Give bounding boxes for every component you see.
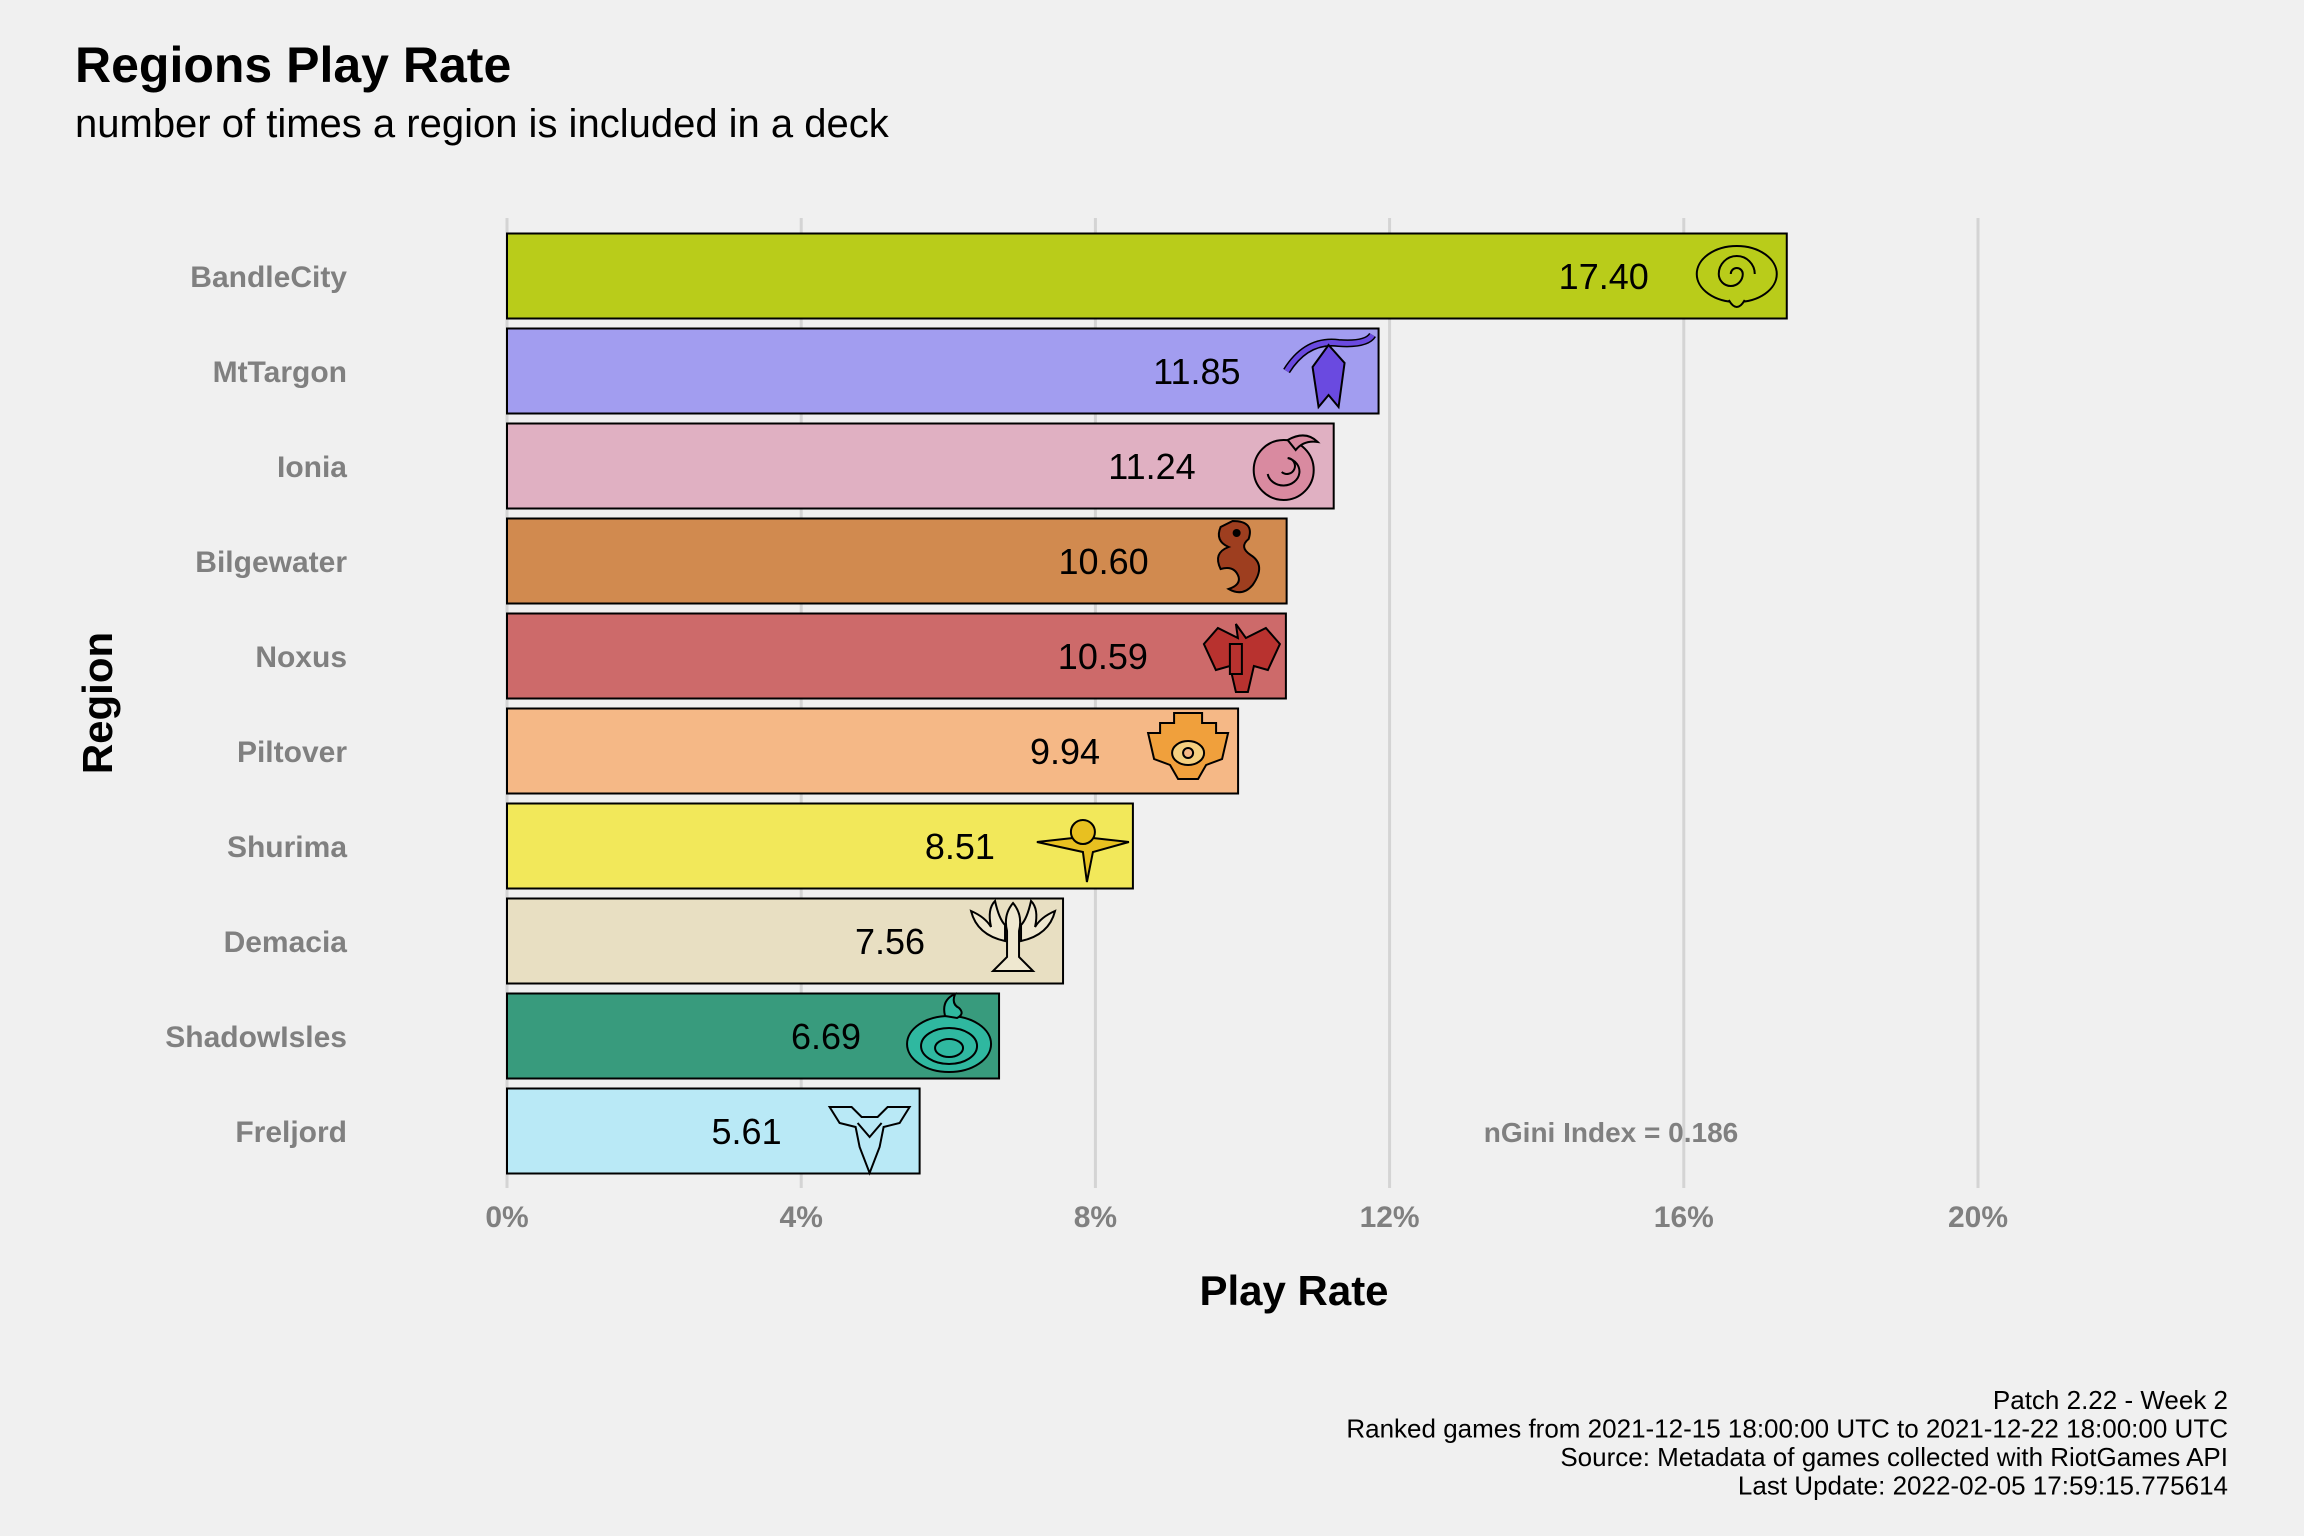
category-label: Ionia [277, 451, 347, 484]
category-label: Shurima [227, 831, 347, 864]
value-label: 8.51 [925, 826, 995, 867]
category-labels: BandleCity MtTargon Ionia Bilgewater Noxus Pi… [165, 261, 347, 1149]
caption-line: Patch 2.22 - Week 2 [1993, 1385, 2228, 1415]
value-label: 5.61 [712, 1111, 782, 1152]
demacia-icon [969, 899, 1057, 972]
value-label: 11.85 [1153, 351, 1240, 392]
y-axis-title: Region [74, 632, 121, 774]
category-label: Demacia [224, 926, 348, 959]
bar [506, 707, 1240, 795]
value-label: 7.56 [855, 921, 925, 962]
shurima-icon [1036, 819, 1130, 883]
bar-group: 7.56 [506, 897, 1065, 985]
bar [506, 612, 1287, 700]
bar [506, 897, 1065, 985]
x-axis-ticks: 0% 4% 8% 12% 16% 20% [485, 1201, 2008, 1234]
chart-title: Regions Play Rate [75, 37, 511, 93]
value-label: 11.24 [1108, 446, 1195, 487]
x-tick-label: 16% [1654, 1201, 1714, 1234]
bar-group: 10.60 [506, 517, 1288, 605]
mttargon-icon [1283, 332, 1376, 410]
bandlecity-icon [1695, 245, 1778, 308]
category-label: Freljord [235, 1116, 347, 1149]
x-tick-label: 20% [1948, 1201, 2008, 1234]
bar [506, 232, 1788, 320]
category-label: Piltover [237, 736, 347, 769]
x-tick-label: 8% [1074, 1201, 1117, 1234]
bar [506, 422, 1335, 510]
caption-line: Ranked games from 2021-12-15 18:00:00 UT… [1346, 1414, 2228, 1444]
bar [506, 517, 1288, 605]
ionia-icon [1252, 434, 1321, 501]
category-label: ShadowIsles [165, 1021, 347, 1054]
x-tick-label: 0% [485, 1201, 528, 1234]
category-label: BandleCity [190, 261, 347, 294]
bar-group: 6.69 [506, 992, 1001, 1080]
bar-group: 5.61 [506, 1087, 921, 1176]
bar-group: 9.94 [506, 707, 1240, 795]
category-label: Noxus [255, 641, 347, 674]
bar-group: 11.85 [506, 327, 1380, 415]
value-label: 17.40 [1559, 256, 1649, 297]
piltover-icon [1146, 712, 1230, 780]
bilgewater-icon [1217, 519, 1261, 594]
caption-line: Source: Metadata of games collected with… [1560, 1442, 2228, 1472]
shadowisles-icon [906, 992, 993, 1073]
category-label: Bilgewater [195, 546, 347, 579]
bar [506, 802, 1134, 890]
bar [506, 327, 1380, 415]
category-label: MtTargon [213, 356, 347, 389]
x-tick-label: 12% [1360, 1201, 1420, 1234]
value-label: 6.69 [791, 1016, 861, 1057]
caption-line: Last Update: 2022-02-05 17:59:15.775614 [1738, 1471, 2228, 1501]
noxus-icon [1202, 623, 1282, 693]
bar-group: 10.59 [506, 612, 1287, 700]
x-axis-title: Play Rate [1199, 1267, 1388, 1314]
freljord-icon [827, 1106, 912, 1176]
bar [506, 1087, 921, 1175]
bar-group: 11.24 [506, 422, 1335, 510]
value-label: 9.94 [1030, 731, 1100, 772]
gini-annotation: nGini Index = 0.186 [1484, 1117, 1738, 1148]
bars: 17.40 11.85 11.24 10.60 10.59 9.94 8.51 7.56 6.6… [506, 232, 1788, 1176]
chart-subtitle: number of times a region is included in … [75, 102, 890, 146]
x-tick-label: 4% [780, 1201, 823, 1234]
bar-group: 17.40 [506, 232, 1788, 320]
value-label: 10.59 [1058, 636, 1148, 677]
bar-group: 8.51 [506, 802, 1134, 890]
value-label: 10.60 [1059, 541, 1149, 582]
